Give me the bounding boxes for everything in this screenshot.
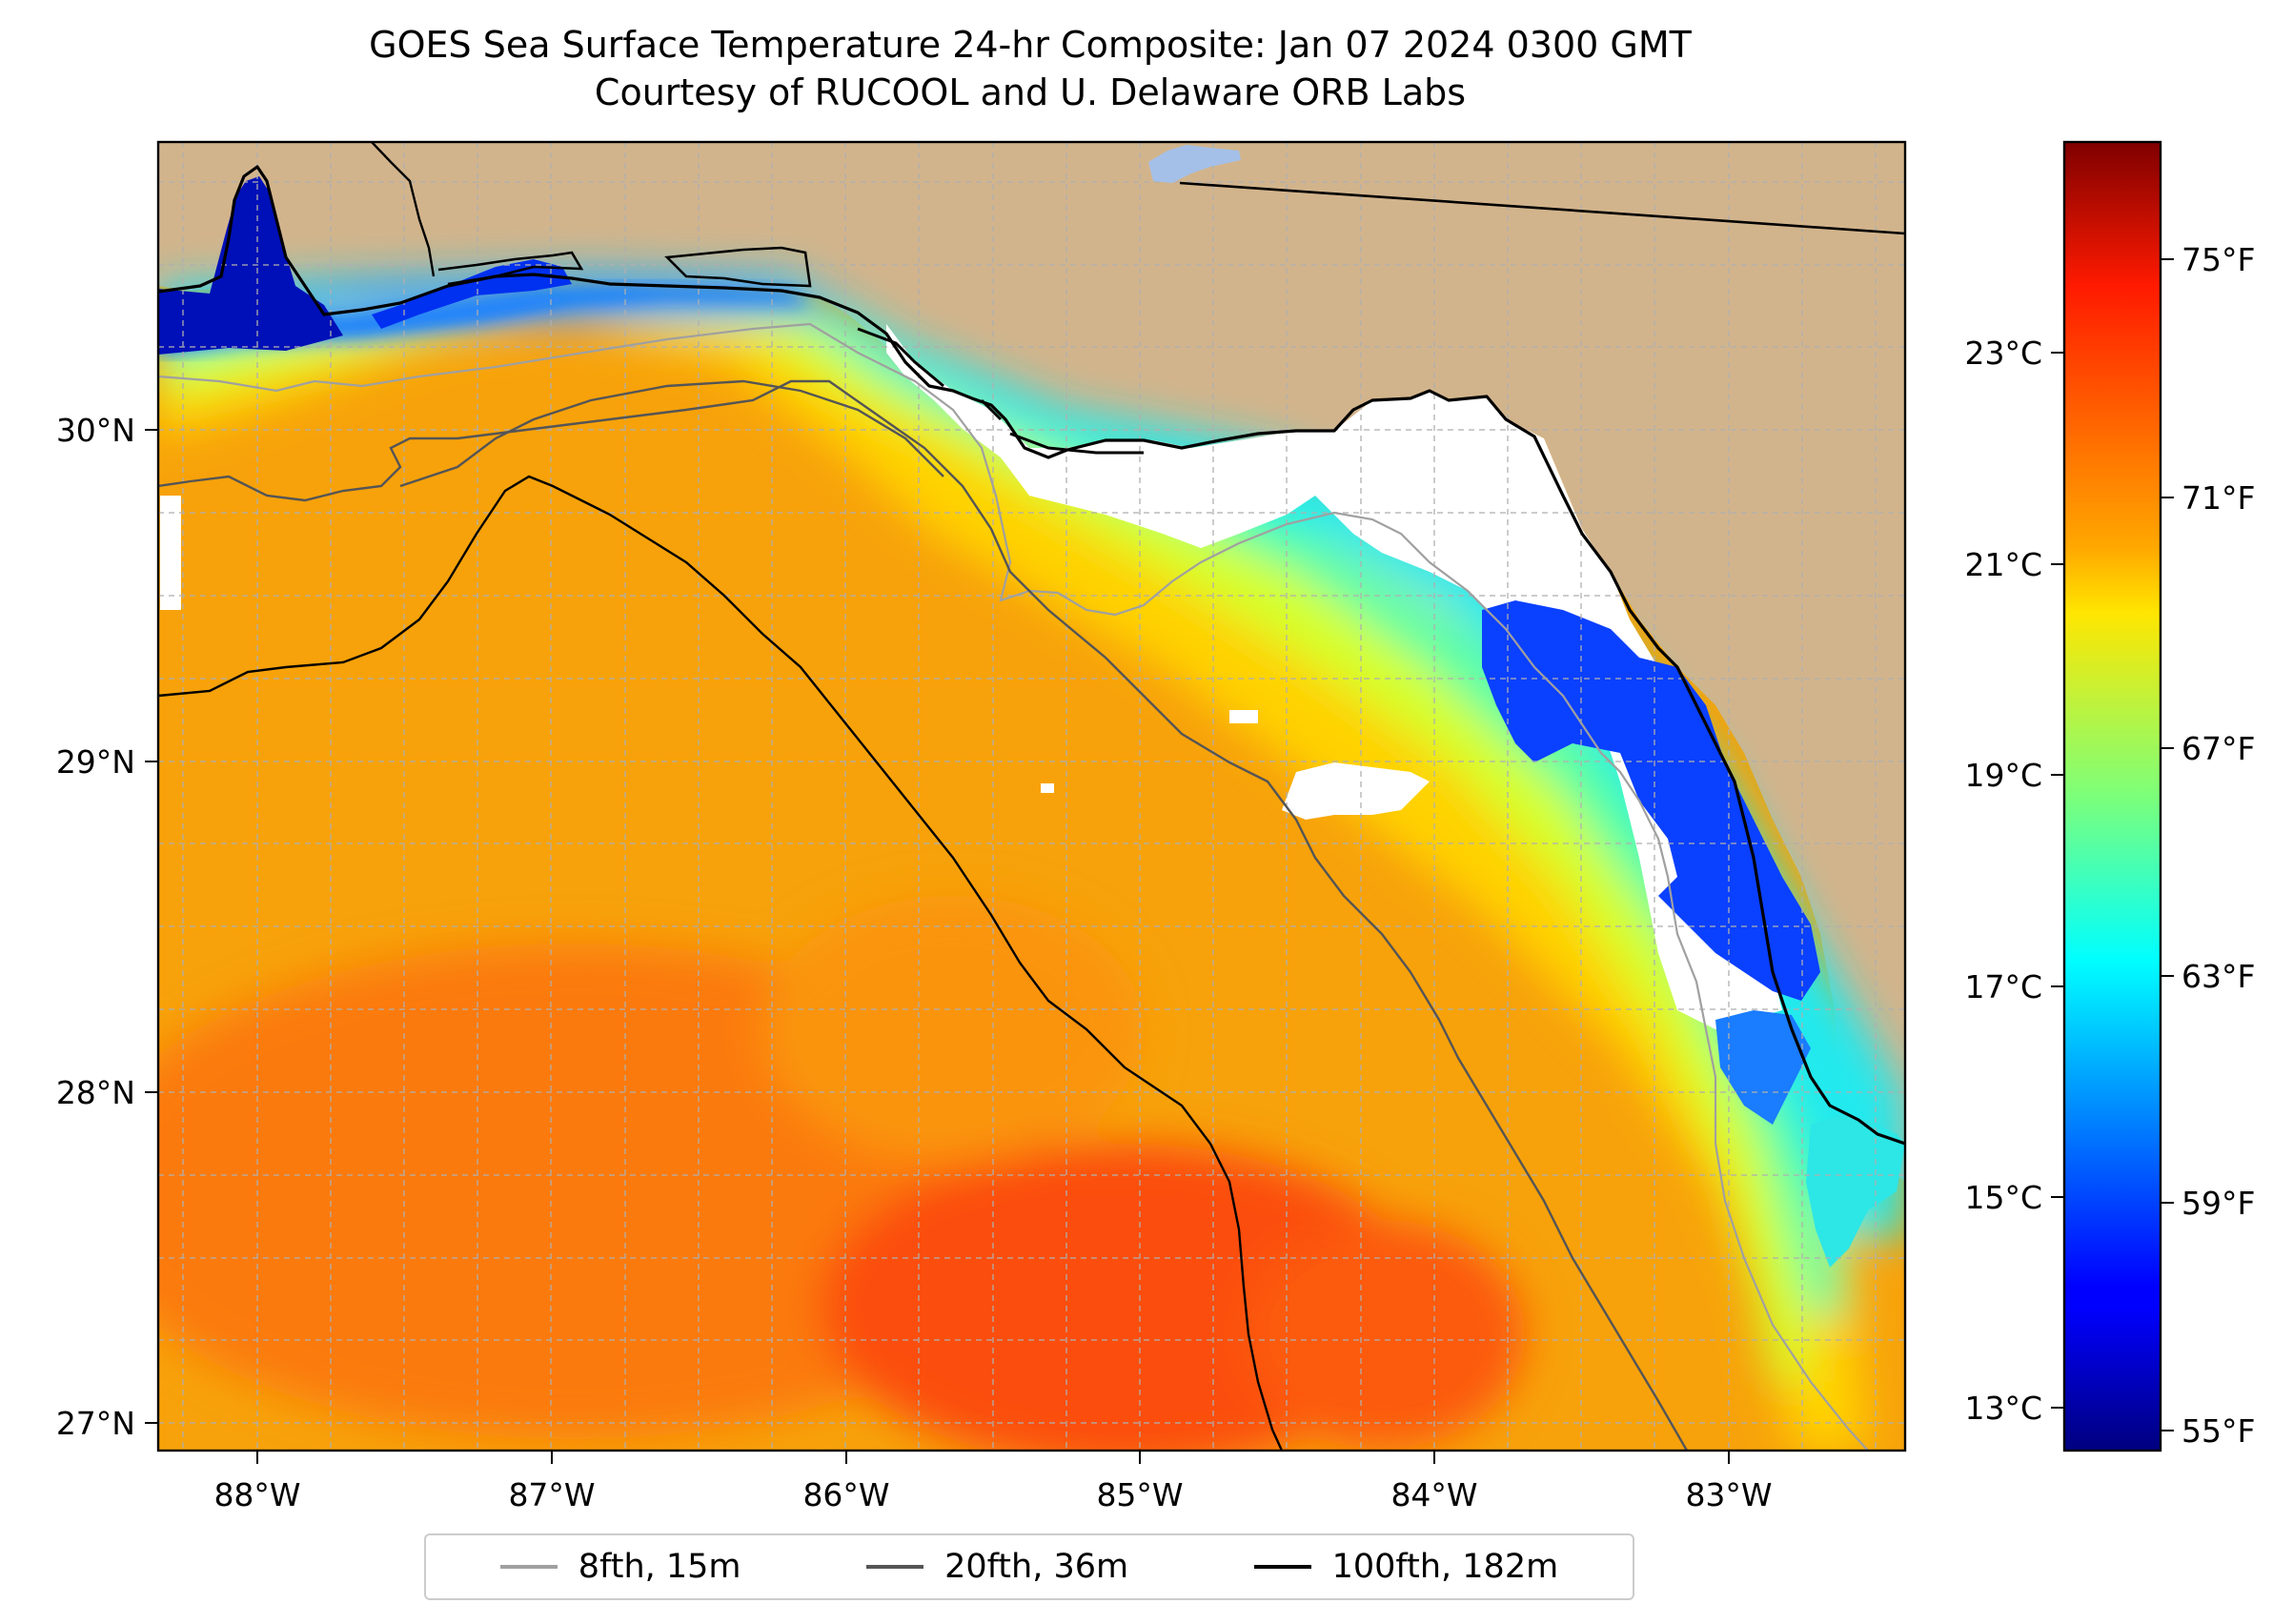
grid-lines [158,142,1905,1451]
celsius-tick-label: 23°C [1964,335,2042,372]
legend-swatch-black [1253,1565,1311,1569]
lat-tick-label: 27°N [56,1405,135,1442]
map-area [158,142,1905,1451]
fahrenheit-tick-label: 75°F [2181,241,2255,278]
colorbar-gradient [2062,140,2162,1452]
celsius-tick-label: 17°C [1964,968,2042,1005]
celsius-tick-label: 15°C [1964,1179,2042,1216]
lat-tick-label: 30°N [56,412,135,449]
fahrenheit-tick-label: 67°F [2181,730,2255,767]
legend-entry-20fth: 20fth, 36m [866,1548,1128,1586]
isobath-8fth [158,322,1869,1451]
axis-ticks [145,429,1730,1464]
no-data-patch [1282,762,1430,820]
colorbar: 13°C 15°C 17°C 19°C 21°C 23°C 55°F 59°F … [1964,140,2255,1452]
legend-entry-8fth: 8fth, 15m [499,1548,741,1586]
legend-label: 20fth, 36m [944,1548,1129,1586]
no-data-patch [1229,710,1258,723]
fahrenheit-tick-label: 63°F [2181,958,2255,995]
lon-tick-label: 88°W [213,1476,300,1513]
isobath-20fth-panhandle [399,379,944,488]
fahrenheit-tick-label: 59°F [2181,1185,2255,1222]
state-border [1179,181,1905,235]
barrier-islands [857,327,1144,455]
fahrenheit-tick-label: 71°F [2181,479,2255,517]
state-border-west [371,142,436,277]
celsius-tick-label: 21°C [1964,546,2042,583]
isobath-100fth [158,475,1284,1451]
celsius-tick-label: 19°C [1964,757,2042,794]
lon-tick-label: 83°W [1685,1476,1772,1513]
lon-tick-label: 85°W [1096,1476,1183,1513]
bay-outline [437,251,584,286]
title-line-1: GOES Sea Surface Temperature 24-hr Compo… [369,24,1692,66]
legend-entry-100fth: 100fth, 182m [1253,1548,1559,1586]
sst-gradient [158,272,1905,1451]
coastline [158,165,1905,1146]
colorbar-ticks [2051,258,2174,1431]
tampa-bay-cyan [1806,1115,1905,1268]
no-data-patch [160,496,181,610]
bay-outline-choctaw [664,246,812,288]
pensacola-bay-cold [372,259,572,329]
no-data-big-bend [886,324,1782,1029]
title-line-2: Courtesy of RUCOOL and U. Delaware ORB L… [594,71,1467,113]
lat-tick-label: 29°N [56,743,135,781]
lake-seminole [1148,145,1241,183]
legend-label: 100fth, 182m [1331,1548,1559,1586]
lat-tick-label: 28°N [56,1074,135,1111]
lat-tick-labels: 27°N 28°N 29°N 30°N [56,412,135,1442]
isobath-legend: 8fth, 15m 20fth, 36m 100fth, 182m [424,1533,1634,1600]
legend-label: 8fth, 15m [578,1548,741,1586]
legend-swatch-light-gray [499,1565,558,1569]
celsius-tick-label: 13°C [1964,1390,2042,1427]
legend-swatch-dark-gray [866,1565,924,1569]
lon-tick-labels: 88°W 87°W 86°W 85°W 84°W 83°W [213,1476,1772,1513]
fahrenheit-tick-label: 55°F [2181,1412,2255,1450]
lon-tick-label: 87°W [508,1476,595,1513]
no-data-patch [1041,783,1054,793]
tampa-cold [1715,1010,1811,1125]
isobath-20fth [158,379,1689,1451]
lon-tick-label: 86°W [802,1476,889,1513]
map-frame [156,140,1907,1452]
lon-tick-label: 84°W [1390,1476,1477,1513]
mobile-bay-cold [158,176,343,355]
map-title: GOES Sea Surface Temperature 24-hr Compo… [158,21,1902,116]
